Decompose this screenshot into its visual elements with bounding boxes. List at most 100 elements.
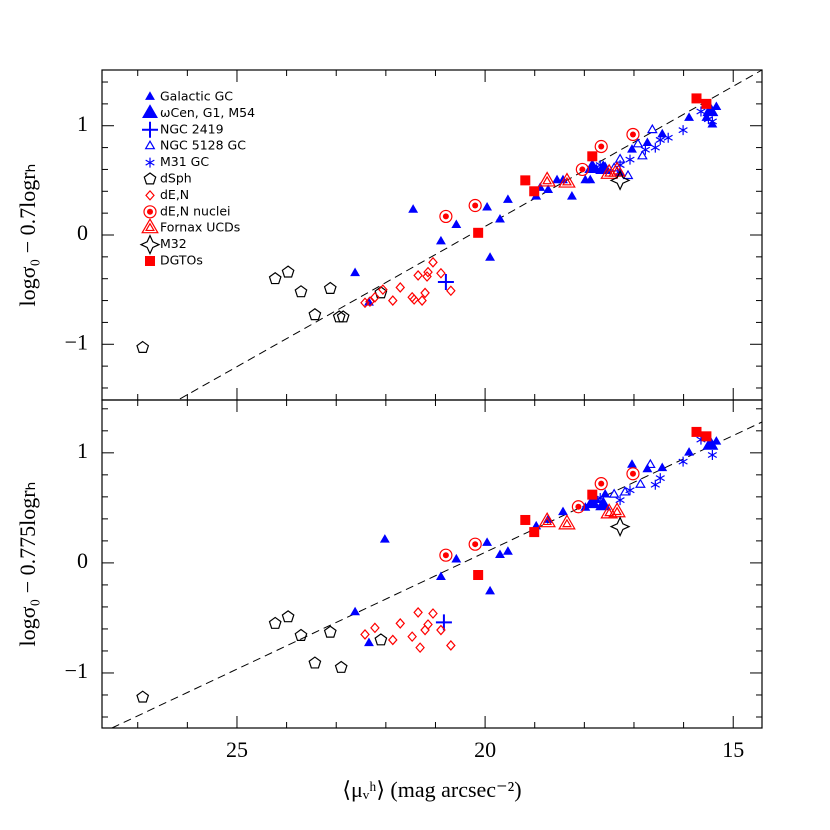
marker-shape <box>587 151 598 162</box>
point <box>558 172 576 188</box>
point <box>642 463 653 473</box>
marker-shape <box>145 222 155 232</box>
point <box>650 142 660 153</box>
point <box>323 281 337 294</box>
point <box>626 127 640 142</box>
marker-shape <box>268 271 282 285</box>
marker-shape <box>595 496 612 511</box>
marker-shape <box>145 157 155 168</box>
point <box>439 209 453 224</box>
marker-shape <box>323 281 337 294</box>
marker-shape <box>594 139 608 154</box>
marker-shape <box>436 267 446 279</box>
y-axis-label: logσ₀ − 0.7logrₕ <box>15 164 40 307</box>
point <box>360 297 370 309</box>
marker-shape <box>145 256 155 266</box>
marker-shape <box>542 516 553 526</box>
marker-shape <box>640 144 651 155</box>
point <box>473 570 484 581</box>
marker-shape <box>684 112 694 121</box>
marker-shape <box>678 456 688 467</box>
legend-marker <box>143 205 157 219</box>
marker-shape <box>627 144 637 153</box>
point <box>422 271 432 282</box>
y-tick-label: −1 <box>65 658 88 683</box>
point <box>657 462 668 472</box>
marker-shape <box>626 127 640 142</box>
marker-shape <box>482 537 493 546</box>
marker-shape <box>423 619 433 630</box>
point <box>520 514 531 525</box>
point <box>558 506 568 516</box>
point <box>608 161 626 177</box>
y-tick-label: 0 <box>77 548 88 573</box>
point <box>451 553 462 563</box>
point <box>529 527 540 538</box>
point <box>502 194 513 203</box>
fit-line <box>111 421 763 729</box>
point <box>627 144 637 153</box>
point <box>543 184 554 194</box>
marker-shape <box>485 252 495 261</box>
marker-shape <box>415 642 425 654</box>
marker-shape <box>387 634 398 646</box>
point <box>437 273 454 290</box>
point <box>435 571 446 581</box>
point <box>711 436 722 445</box>
marker-shape <box>629 131 636 138</box>
point <box>707 450 718 461</box>
point <box>608 502 626 518</box>
marker-shape <box>655 473 665 484</box>
marker-shape <box>136 690 150 703</box>
point <box>594 477 608 491</box>
point <box>428 608 438 619</box>
marker-shape <box>552 174 562 184</box>
point <box>678 125 688 136</box>
point <box>387 295 398 306</box>
point <box>360 629 370 640</box>
marker-shape <box>600 163 618 179</box>
marker-shape <box>626 467 640 481</box>
marker-shape <box>625 154 635 165</box>
x-tick-label: 15 <box>722 737 744 762</box>
legend-marker <box>142 121 158 138</box>
point <box>364 637 374 647</box>
marker-shape <box>413 270 423 281</box>
point <box>707 116 718 127</box>
point <box>644 458 656 469</box>
marker-shape <box>472 541 479 548</box>
marker-shape <box>502 546 513 555</box>
marker-shape <box>350 606 361 616</box>
point <box>637 150 648 160</box>
marker-shape <box>495 549 505 559</box>
y-axis-label: logσ₀ − 0.775logrₕ <box>15 482 40 647</box>
marker-shape <box>420 624 430 636</box>
marker-shape <box>395 618 406 629</box>
x-tick-label: 20 <box>474 737 496 762</box>
marker-shape <box>439 548 453 562</box>
marker-shape <box>308 308 322 321</box>
point <box>136 340 150 354</box>
point <box>584 494 601 509</box>
point <box>268 271 282 285</box>
point <box>538 511 556 528</box>
marker-shape <box>147 208 153 215</box>
marker-shape <box>308 656 322 669</box>
point <box>502 546 513 555</box>
marker-shape <box>595 160 605 171</box>
marker-shape <box>446 640 456 651</box>
point <box>691 426 702 437</box>
marker-shape <box>608 502 626 518</box>
marker-shape <box>575 503 582 510</box>
point <box>626 467 640 481</box>
marker-shape <box>485 585 495 595</box>
point <box>575 162 589 177</box>
point <box>609 516 631 538</box>
legend-marker <box>142 104 158 119</box>
marker-shape <box>612 165 623 175</box>
marker-shape <box>585 174 596 184</box>
marker-shape <box>139 234 161 256</box>
marker-shape <box>707 116 718 127</box>
marker-shape <box>468 198 482 213</box>
point <box>615 495 625 506</box>
